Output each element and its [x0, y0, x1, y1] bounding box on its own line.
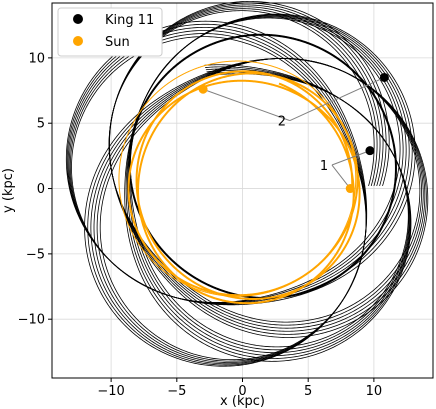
annotation-2-arrow-1 — [202, 88, 291, 122]
annotations: 12 — [202, 77, 385, 189]
sun-position-current — [198, 84, 208, 94]
y-tick-label-0: −10 — [18, 313, 45, 328]
y-tick-label-4: 10 — [28, 51, 45, 66]
king11-orbit-strand-5 — [65, 0, 429, 367]
x-tick-label-3: 5 — [304, 384, 312, 399]
king11-orbit-inner-loop — [128, 33, 397, 300]
annotation-1-arrow-0 — [331, 150, 371, 166]
annotation-2-label: 2 — [278, 115, 286, 130]
king11-position-current — [379, 72, 389, 82]
king11-orbit-strand-3 — [67, 4, 426, 365]
king11-position-1 — [365, 146, 375, 156]
annotation-1-arrow-1 — [331, 164, 351, 189]
x-axis-label: x (kpc) — [220, 394, 265, 409]
axis-ticks: −10 −5 0 5 10 −10 −5 0 5 10 — [18, 51, 383, 399]
annotation-2-arrow-0 — [289, 77, 385, 122]
legend-label-sun: Sun — [105, 35, 130, 50]
orbit-curves — [65, 0, 429, 367]
position-markers — [198, 72, 389, 194]
y-axis-label: y (kpc) — [1, 168, 16, 213]
legend-marker-sun — [73, 36, 83, 46]
x-tick-label-1: −5 — [167, 384, 186, 399]
x-tick-label-4: 10 — [366, 384, 383, 399]
legend-label-king11: King 11 — [105, 13, 154, 28]
legend: King 11 Sun — [57, 7, 163, 57]
king11-orbit-strand-4 — [66, 2, 427, 366]
king11-orbit-strand-2 — [68, 6, 424, 363]
sun-orbit-thin — [118, 60, 357, 297]
legend-box — [57, 7, 163, 57]
legend-marker-king11 — [73, 14, 83, 24]
annotation-1-label: 1 — [320, 159, 328, 174]
y-tick-label-2: 0 — [37, 182, 45, 197]
y-tick-label-1: −5 — [26, 247, 45, 262]
x-tick-label-0: −10 — [97, 384, 124, 399]
sun-position-1 — [345, 184, 355, 194]
y-tick-label-3: 5 — [37, 117, 45, 132]
x-tick-label-2: 0 — [238, 384, 246, 399]
